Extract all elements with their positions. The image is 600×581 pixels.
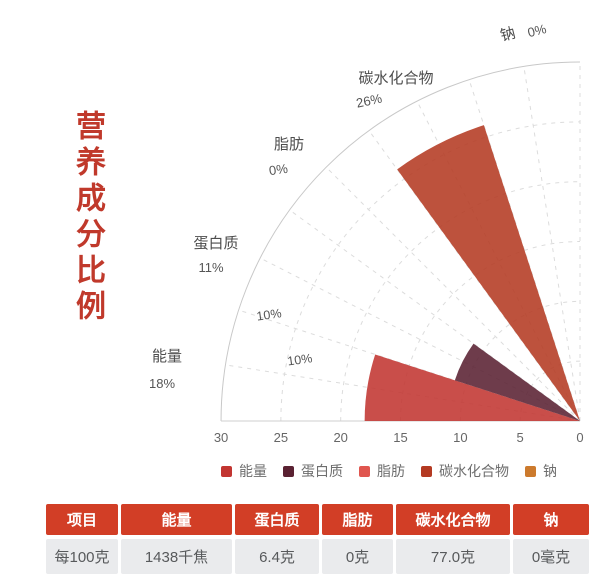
wedge-2[interactable] xyxy=(454,343,580,421)
legend-label: 脂肪 xyxy=(377,463,405,479)
category-percent-label: 11% xyxy=(198,260,223,275)
legend-item-5[interactable]: 钠 xyxy=(525,461,557,481)
table-cell: 0克 xyxy=(322,539,393,574)
table-header-cell: 碳水化合物 xyxy=(396,504,510,535)
radial-tick-label: 15 xyxy=(393,430,407,445)
grid-arc xyxy=(340,181,581,422)
grid-spoke xyxy=(468,79,581,422)
radial-tick-label: 25 xyxy=(274,430,288,445)
grid-spoke xyxy=(259,257,581,422)
page-title: 营养成分比例 xyxy=(71,110,104,326)
category-label: 碳水化合物 xyxy=(358,70,433,87)
nutrition-polar-chart: 30 25 20 15 10 5 0 10% 10% 能量 18% 蛋白质 11% 脂肪 0% 碳水化合物 26… xyxy=(149,21,584,445)
table-cell: 每100克 xyxy=(46,539,118,574)
table-header-cell: 脂肪 xyxy=(322,504,393,535)
category-percent-label: 0% xyxy=(268,161,289,179)
legend-label: 蛋白质 xyxy=(301,463,343,479)
legend-marker-icon xyxy=(421,465,432,477)
table-header-cell: 项目 xyxy=(46,504,118,535)
grid-spoke xyxy=(289,209,581,422)
legend-label: 钠 xyxy=(543,463,557,479)
table-header-cell: 能量 xyxy=(121,504,232,535)
radial-tick-label: 20 xyxy=(333,430,347,445)
radial-tick-label: 0 xyxy=(576,430,583,445)
legend-marker-icon xyxy=(359,465,370,477)
legend-marker-icon xyxy=(525,465,536,477)
legend-item-4[interactable]: 碳水化合物 xyxy=(421,461,509,481)
legend-label: 碳水化合物 xyxy=(439,463,509,479)
grid-spoke xyxy=(225,364,581,422)
wedge-4[interactable] xyxy=(397,125,580,421)
table-cell: 77.0克 xyxy=(396,539,510,574)
table-header-cell: 钠 xyxy=(513,504,589,535)
legend-marker-icon xyxy=(283,465,294,477)
category-label: 钠 xyxy=(499,25,518,45)
nutrition-table: 项目 能量 蛋白质 脂肪 碳水化合物钠 每100克 1438千焦 6.4克 0克 77.0克 0毫… xyxy=(43,500,592,578)
table-cell: 1438千焦 xyxy=(121,539,232,574)
legend-item-1[interactable]: 能量 xyxy=(221,461,267,481)
legend-label: 能量 xyxy=(239,463,267,479)
legend-marker-icon xyxy=(221,465,232,477)
category-percent-label: 26% xyxy=(355,90,384,110)
grid-spoke xyxy=(238,309,581,422)
table-row: 每100克 1438千焦 6.4克 0克 77.0克 0毫克 xyxy=(46,539,589,574)
legend-item-2[interactable]: 蛋白质 xyxy=(283,461,343,481)
legend-item-3[interactable]: 脂肪 xyxy=(359,461,405,481)
category-percent-label: 18% xyxy=(149,376,175,391)
category-percent-label: 0% xyxy=(526,21,548,40)
radial-tick-label: 5 xyxy=(517,430,524,445)
grid-spoke xyxy=(325,166,581,422)
chart-legend: 能量 蛋白质 脂肪 碳水化合物 钠 xyxy=(178,461,600,481)
category-label: 脂肪 xyxy=(274,136,304,153)
inner-grid-label: 10% xyxy=(286,351,313,368)
table-header-row: 项目 能量 蛋白质 脂肪 碳水化合物钠 xyxy=(46,504,589,535)
table-header-cell: 蛋白质 xyxy=(235,504,319,535)
grid-spoke xyxy=(523,66,581,422)
wedge-1[interactable] xyxy=(364,354,580,421)
table-cell: 6.4克 xyxy=(235,539,319,574)
chart-outer-arc xyxy=(220,61,581,422)
category-label: 能量 xyxy=(152,348,182,365)
inner-grid-label: 10% xyxy=(256,306,283,323)
radial-tick-label: 30 xyxy=(214,430,228,445)
radial-tick-label: 10 xyxy=(453,430,467,445)
category-label: 蛋白质 xyxy=(193,235,238,252)
table-cell: 0毫克 xyxy=(513,539,589,574)
